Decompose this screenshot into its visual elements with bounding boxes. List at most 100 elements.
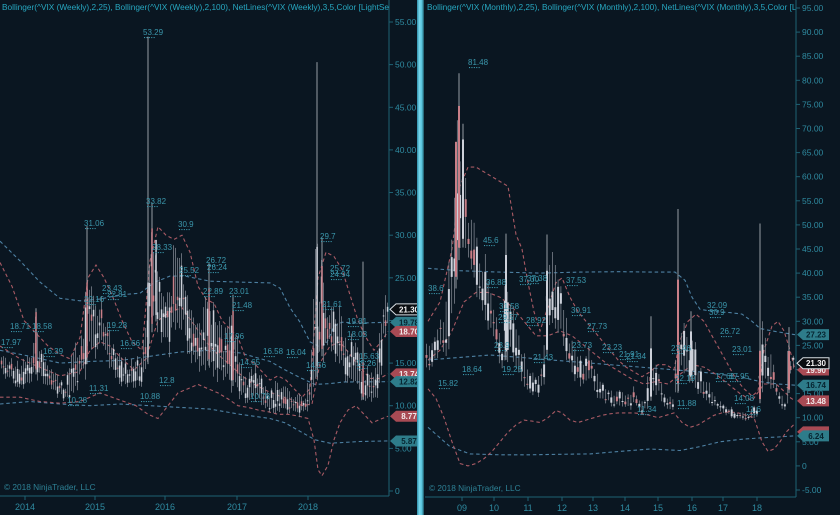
- price-annotation: 16.04: [286, 348, 307, 357]
- spike-layer: [35, 36, 364, 400]
- price-annotation: 10.28: [67, 396, 88, 405]
- price-badge-value: 18.70: [399, 328, 420, 337]
- price-annotation: 23.01: [229, 287, 250, 296]
- price-annotation: 19.28: [107, 321, 128, 330]
- x-axis-vix-monthly[interactable]: 09 10 11 12 13 14 15 16 17 18: [425, 496, 796, 513]
- spike-layer: [455, 73, 790, 404]
- price-annotation: 18.71: [10, 322, 31, 331]
- price-annotation: 17.95: [729, 372, 750, 381]
- price-annotation: 11.34: [637, 405, 657, 414]
- price-annotation: 17.61: [715, 372, 736, 381]
- price-badge-value: 12.82: [399, 378, 420, 387]
- y-tick-label: 30.00: [395, 230, 417, 240]
- price-annotation: 18.64: [462, 365, 483, 374]
- price-annotation: 17.96: [224, 332, 245, 341]
- band-blueLower: [427, 426, 796, 456]
- price-badge-value: 13.74: [399, 370, 420, 379]
- y-tick-label: 5.00: [802, 437, 819, 447]
- price-annotation: 23.9: [494, 341, 510, 350]
- price-annotation: 18.58: [32, 322, 53, 331]
- price-annotation: 33.82: [146, 197, 167, 206]
- y-tick-label: 15.00: [802, 389, 824, 399]
- price-annotation: 30.91: [571, 306, 592, 315]
- price-annotation: 23.43: [102, 284, 123, 293]
- price-annotation: 37.38: [527, 274, 548, 283]
- chart-area-vix-monthly[interactable]: [425, 0, 796, 497]
- x-tick-label: 2018: [298, 502, 318, 512]
- price-annotation: 23.23: [602, 343, 623, 352]
- price-badge-value: 16.74: [806, 381, 827, 390]
- y-tick-label: 85.00: [802, 51, 824, 61]
- y-tick-label: 40.00: [395, 145, 417, 155]
- price-annotation: 38.6: [428, 284, 444, 293]
- price-annotation: 29.7: [320, 232, 336, 241]
- price-annotation: 11.31: [89, 384, 109, 393]
- price-annotation: 22.89: [203, 287, 224, 296]
- price-badge: [390, 316, 422, 328]
- x-tick-label: 15: [653, 503, 663, 513]
- price-badge: [797, 395, 829, 407]
- y-tick-label: 55.00: [802, 196, 824, 206]
- price-annotation: 21.43: [533, 353, 554, 362]
- price-annotation: 23.73: [572, 341, 593, 350]
- band-blueMid: [427, 354, 796, 386]
- y-tick-label: 35.00: [802, 292, 824, 302]
- y-tick-label: 95.00: [802, 3, 824, 13]
- price-annotation: 16.66: [120, 339, 141, 348]
- price-annotation: 23.01: [732, 345, 753, 354]
- y-tick-label: 50.00: [395, 60, 417, 70]
- price-annotation: 22.81: [107, 290, 128, 299]
- y-tick-label: 50.00: [802, 220, 824, 230]
- price-annotation: 17.97: [1, 338, 22, 347]
- bollinger-bands-layer: [427, 166, 796, 467]
- price-annotation: 10.78: [250, 392, 271, 401]
- chart-area-vix-weekly[interactable]: [0, 0, 389, 496]
- y-tick-label: 0: [395, 486, 400, 496]
- price-badge-value: 21.30: [399, 305, 420, 314]
- price-annotation: 30.9: [178, 220, 194, 229]
- y-tick-label: 35.00: [395, 188, 417, 198]
- y-tick-label: 0: [802, 461, 807, 471]
- price-annotation: 19.81: [347, 317, 368, 326]
- price-annotation: 36.88: [486, 278, 507, 287]
- price-badge-value: 8.77: [401, 412, 417, 421]
- y-tick-label: 40.00: [802, 268, 824, 278]
- copyright-label: © 2018 NinjaTrader, LLC: [429, 483, 521, 493]
- price-annotation: 21.34: [626, 352, 647, 361]
- price-badge: [390, 410, 422, 422]
- price-annotation: 11.6: [746, 405, 762, 414]
- price-annotation: 30.9: [709, 308, 725, 317]
- indicator-title: Bollinger(^VIX (Weekly),2,25), Bollinger…: [2, 2, 441, 12]
- y-tick-label: 70.00: [802, 124, 824, 134]
- price-annotation: 22.16: [84, 295, 105, 304]
- y-tick-label: 65.00: [802, 148, 824, 158]
- band-blueLower: [0, 400, 389, 444]
- x-tick-label: 13: [588, 503, 598, 513]
- price-badge-value: 5.87: [401, 437, 417, 446]
- price-annotation: 15.26: [356, 359, 377, 368]
- y-tick-label: 10.00: [395, 401, 417, 411]
- price-annotation: 11.88: [677, 399, 697, 408]
- price-annotation: 28.33: [152, 243, 173, 252]
- y-axis-vix-monthly[interactable]: 95.00 90.00 85.00 80.00 75.00 70.00 65.00 60.00…: [795, 0, 824, 497]
- y-tick-label: 15.00: [395, 358, 417, 368]
- y-tick-label: 55.00: [395, 17, 417, 27]
- band-redLower: [0, 383, 389, 477]
- x-axis-vix-weekly[interactable]: 2014 2015 2016 2017 2018: [0, 495, 389, 512]
- price-annotation: 29.57: [498, 313, 519, 322]
- y-tick-label: 45.00: [802, 244, 824, 254]
- price-badge-value: 6.24: [808, 432, 824, 441]
- candlestick-layer: [425, 120, 795, 421]
- x-tick-label: 16: [687, 503, 697, 513]
- price-annotation: 21.91: [619, 350, 640, 359]
- y-tick-label: 30.00: [802, 316, 824, 326]
- x-tick-label: 09: [457, 503, 467, 513]
- price-annotation: 28.92: [526, 316, 547, 325]
- x-tick-label: 2014: [15, 502, 35, 512]
- panel-splitter[interactable]: [417, 0, 424, 515]
